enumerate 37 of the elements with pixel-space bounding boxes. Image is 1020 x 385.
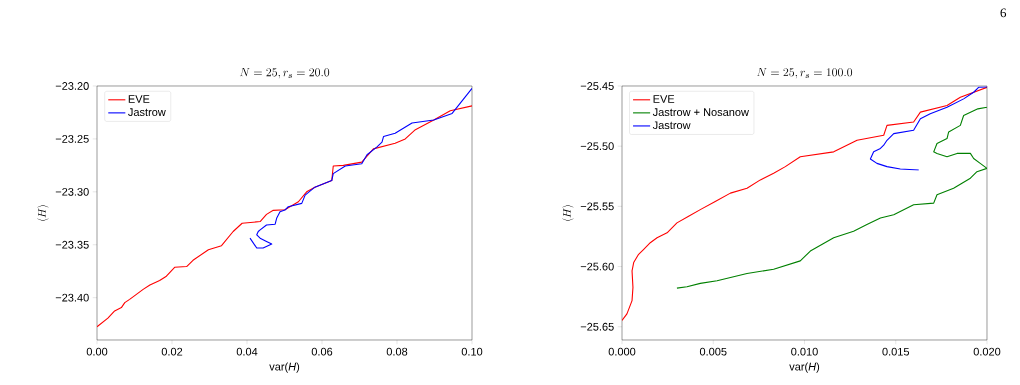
y-tick-label: −23.35 [55,240,89,249]
line-series [622,86,987,322]
y-tick-label: −25.50 [580,142,614,151]
x-tick-label: 0.005 [699,347,727,356]
legend-label: EVE [128,95,150,103]
legend-label: Jastrow + Nosanow [652,108,749,117]
y-tick-label: −23.20 [55,82,89,90]
y-axis-title: $\langle H \rangle$ [562,204,574,222]
x-tick-label: 0.000 [608,347,636,356]
x-tick-label: 0.00 [86,347,108,356]
legend-label: EVE [653,95,675,103]
y-tick-label: −23.25 [55,135,89,143]
y-tick-label: −23.40 [55,293,89,302]
chart-title: $N = 25, r_s = 20.0$ [239,67,330,79]
legend-label: Jastrow [652,121,691,130]
chart-title: $N = 25, r_s = 100.0$ [756,67,853,79]
x-tick-label: 0.010 [791,347,818,356]
line-series [97,105,473,328]
line-series [249,87,473,249]
legend-label: Jastrow [128,108,166,117]
x-tick-label: 0.10 [461,347,483,356]
x-tick-label: 0.06 [311,347,333,356]
x-axis-title: var(H) [269,362,300,373]
x-tick-label: 0.08 [386,347,408,356]
x-tick-label: 0.020 [973,347,1001,356]
x-tick-label: 0.015 [882,347,910,356]
y-axis-title: $\langle H \rangle$ [37,204,49,222]
x-tick-label: 0.04 [236,347,258,356]
y-tick-label: −25.45 [580,82,614,90]
line-series [869,86,987,171]
x-tick-label: 0.02 [161,347,183,356]
y-tick-label: −25.55 [580,202,614,211]
y-tick-label: −23.30 [55,187,89,196]
text: 6 [1000,8,1007,18]
y-tick-label: −25.65 [580,322,614,331]
x-axis-title: var(H) [789,362,820,373]
y-tick-label: −25.60 [580,262,614,271]
